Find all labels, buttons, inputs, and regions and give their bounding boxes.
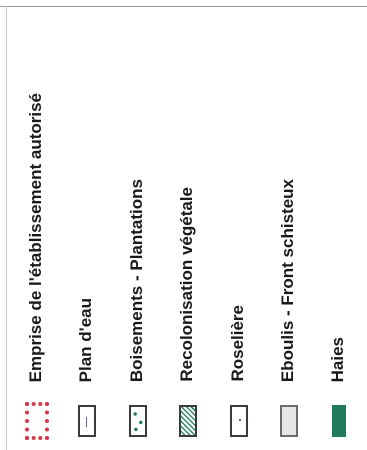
legend-item-plan-eau: Plan d'eau [68,20,108,440]
legend-item-recolonisation: Recolonisation végétale [169,20,209,440]
legend-item-roseliere: Roselière [220,20,260,440]
legend-label-plan-eau: Plan d'eau [76,297,95,382]
legend-label-boisements: Boisements - Plantations [127,178,146,382]
legend-item-eboulis: Eboulis - Front schisteux [270,20,310,440]
grey-box-icon [280,405,298,437]
legend-label-eboulis: Eboulis - Front schisteux [278,178,297,382]
legend-left-border [6,6,7,450]
green-hatch-box-icon [179,405,197,437]
legend-top-border [0,6,367,7]
green-fill-icon [332,405,346,437]
legend-item-emprise: Emprise de l'établissement autorisé [18,20,58,440]
red-dotted-outline-icon [25,402,49,440]
legend-item-haies: Haies [320,20,360,440]
green-dots-box-icon [129,405,147,437]
legend-label-roseliere: Roselière [228,305,247,382]
legend-label-recolonisation: Recolonisation végétale [177,187,196,382]
legend-label-emprise: Emprise de l'établissement autorisé [26,92,45,382]
legend-label-haies: Haies [328,336,347,382]
blue-line-box-icon [78,405,96,437]
legend-item-boisements: Boisements - Plantations [119,20,159,440]
blue-dot-box-icon [230,405,248,437]
